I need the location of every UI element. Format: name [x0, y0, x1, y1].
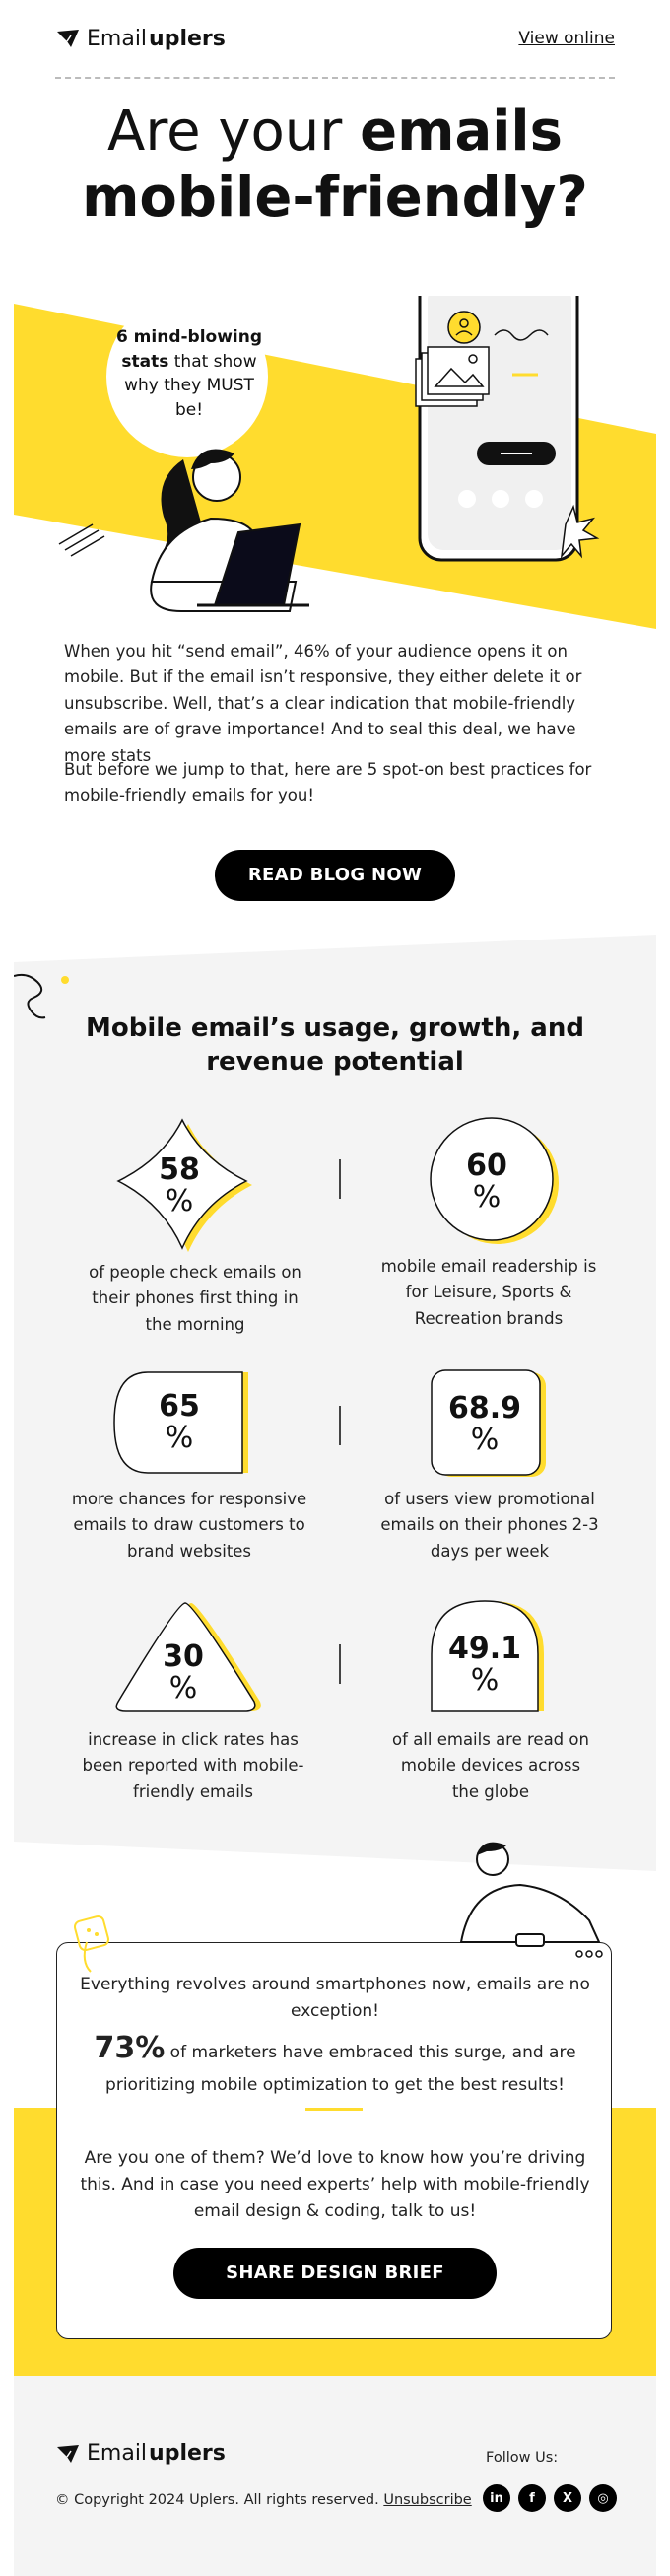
title-regular: Are your: [107, 100, 361, 164]
stat-number: 65: [159, 1389, 200, 1424]
facebook-icon[interactable]: f: [518, 2484, 546, 2512]
stat-unit: %: [470, 1423, 500, 1457]
stat-number: 58: [159, 1152, 200, 1187]
follow-us-label: Follow Us:: [486, 2450, 559, 2466]
bubble-rest: that show why they MUST be!: [124, 351, 257, 420]
brand-name-bold: uplers: [149, 26, 226, 51]
stat-caption-2: mobile email readership is for Leisure, …: [380, 1257, 597, 1328]
footer: [14, 2376, 656, 2576]
header-divider: [55, 77, 615, 79]
read-blog-button[interactable]: READ BLOG NOW: [215, 850, 455, 901]
instagram-icon[interactable]: ◎: [589, 2484, 617, 2512]
stat-shape-rounded: [113, 1371, 248, 1474]
stat-shape-arch: [431, 1600, 544, 1712]
stat-shape-square: [431, 1369, 546, 1477]
woman-illustration: [58, 449, 309, 612]
stat-unit: %: [168, 1671, 198, 1706]
intro-paragraph-2: But before we jump to that, here are 5 s…: [64, 760, 592, 805]
page-title: Are your emails mobile-friendly?: [39, 99, 631, 231]
man-illustration: [459, 1842, 603, 1958]
card-line-3: Are you one of them? We’d love to know h…: [80, 2148, 590, 2222]
stat-shape-triangle: [115, 1602, 261, 1712]
view-online-link[interactable]: View online: [518, 29, 615, 48]
title-bold-2: mobile-friendly?: [82, 166, 588, 231]
card-divider: [305, 2108, 363, 2111]
stat-value-3: 65 %: [140, 1389, 219, 1455]
bubble-bold: 6 mind-blowing stats: [115, 327, 263, 372]
phone-illustration: [415, 296, 600, 562]
stat-caption-1: of people check emails on their phones f…: [89, 1263, 302, 1334]
stat-divider-3: [339, 1644, 341, 1684]
footer-brand-regular: Email: [87, 2441, 148, 2466]
stats-title: Mobile email’s usage, growth, and revenu…: [86, 1013, 584, 1077]
stat-unit: %: [472, 1180, 502, 1215]
lightbulb-icon: [73, 1915, 110, 1973]
footer-logo[interactable]: Email uplers: [55, 2441, 226, 2466]
stat-number: 49.1: [447, 1632, 522, 1666]
card-line-2: of marketers have embraced this surge, a…: [105, 2043, 576, 2096]
stat-divider-1: [339, 1159, 341, 1199]
stat-unit: %: [165, 1184, 194, 1218]
stat-number: 60: [466, 1149, 507, 1183]
linkedin-icon[interactable]: in: [483, 2484, 510, 2512]
share-design-brief-button[interactable]: SHARE DESIGN BRIEF: [173, 2248, 497, 2299]
card-line-1: Everything revolves around smartphones n…: [80, 1975, 590, 2022]
brand-logo-icon: [57, 30, 79, 47]
stat-number: 68.9: [447, 1391, 522, 1426]
hero-illustration: [14, 296, 656, 629]
stat-caption-5: increase in click rates has been reporte…: [82, 1730, 304, 1801]
stat-caption-6: of all emails are read on mobile devices…: [392, 1730, 589, 1801]
unsubscribe-link[interactable]: Unsubscribe: [383, 2492, 472, 2508]
title-bold-1: emails: [360, 100, 563, 164]
stat-number: 30: [163, 1639, 204, 1674]
stat-caption-4: of users view promotional emails on thei…: [380, 1490, 599, 1561]
stat-unit: %: [470, 1663, 500, 1698]
copyright: © Copyright 2024 Uplers. All rights rese…: [55, 2492, 472, 2508]
stat-value-5: 30 %: [144, 1639, 223, 1706]
brand-logo-icon: [57, 2444, 79, 2463]
stat-value-4: 68.9 %: [436, 1391, 534, 1457]
copyright-text: © Copyright 2024 Uplers. All rights rese…: [55, 2492, 379, 2508]
stat-shape-star: [116, 1118, 252, 1252]
stat-value-2: 60 %: [447, 1149, 526, 1215]
hero-bubble-text: 6 mind-blowing stats that show why they …: [110, 325, 268, 423]
stat-shape-circle: [430, 1117, 559, 1244]
stat-value-6: 49.1 %: [436, 1632, 534, 1698]
brand-name-regular: Email: [87, 26, 148, 51]
stat-divider-2: [339, 1406, 341, 1445]
brand-logo[interactable]: Email uplers: [55, 27, 226, 51]
stat-value-1: 58 %: [140, 1155, 219, 1218]
header: Email uplers View online: [55, 22, 615, 55]
x-icon[interactable]: X: [554, 2484, 581, 2512]
intro-paragraph-1: When you hit “send email”, 46% of your a…: [64, 642, 582, 765]
social-links: in f X ◎: [483, 2484, 617, 2512]
card-intro: Everything revolves around smartphones n…: [79, 1972, 591, 2100]
stat-unit: %: [165, 1421, 194, 1455]
card-big-stat: 73%: [94, 2031, 166, 2066]
footer-brand-bold: uplers: [149, 2441, 226, 2466]
stat-caption-3: more chances for responsive emails to dr…: [71, 1490, 307, 1561]
